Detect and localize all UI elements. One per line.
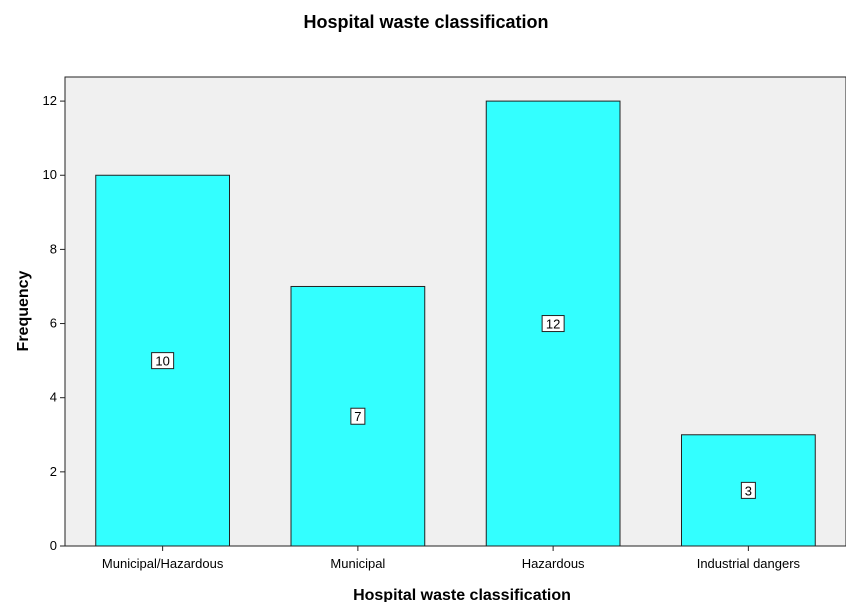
x-axis-title: Hospital waste classification bbox=[353, 587, 571, 602]
y-axis-title: Frequency bbox=[15, 270, 32, 351]
x-tick-label: Municipal bbox=[330, 556, 385, 571]
y-tick-label: 0 bbox=[50, 538, 57, 553]
data-label-box bbox=[740, 481, 756, 499]
y-tick-label: 12 bbox=[43, 93, 57, 108]
y-tick-label: 8 bbox=[50, 241, 57, 256]
data-label: 12 bbox=[546, 317, 560, 332]
data-label: 7 bbox=[354, 409, 361, 424]
x-tick-label: Hazardous bbox=[522, 556, 585, 571]
y-tick-label: 6 bbox=[50, 316, 57, 331]
y-tick-label: 4 bbox=[50, 390, 57, 405]
x-tick-label: Industrial dangers bbox=[697, 556, 801, 571]
x-tick-label: Municipal/Hazardous bbox=[102, 556, 224, 571]
chart-title: Hospital waste classification bbox=[303, 12, 548, 32]
data-label-box bbox=[541, 315, 565, 333]
bars-group: 10 7 12 3 bbox=[95, 100, 816, 547]
data-label-box bbox=[151, 352, 175, 370]
x-axis: Municipal/Hazardous Municipal Hazardous Ind… bbox=[102, 546, 801, 571]
data-label: 10 bbox=[155, 354, 169, 369]
data-label: 3 bbox=[745, 483, 752, 498]
y-axis: 0 2 4 6 8 10 12 bbox=[43, 93, 65, 553]
y-tick-label: 10 bbox=[43, 167, 57, 182]
data-label-box bbox=[350, 407, 366, 425]
y-tick-label: 2 bbox=[50, 464, 57, 479]
